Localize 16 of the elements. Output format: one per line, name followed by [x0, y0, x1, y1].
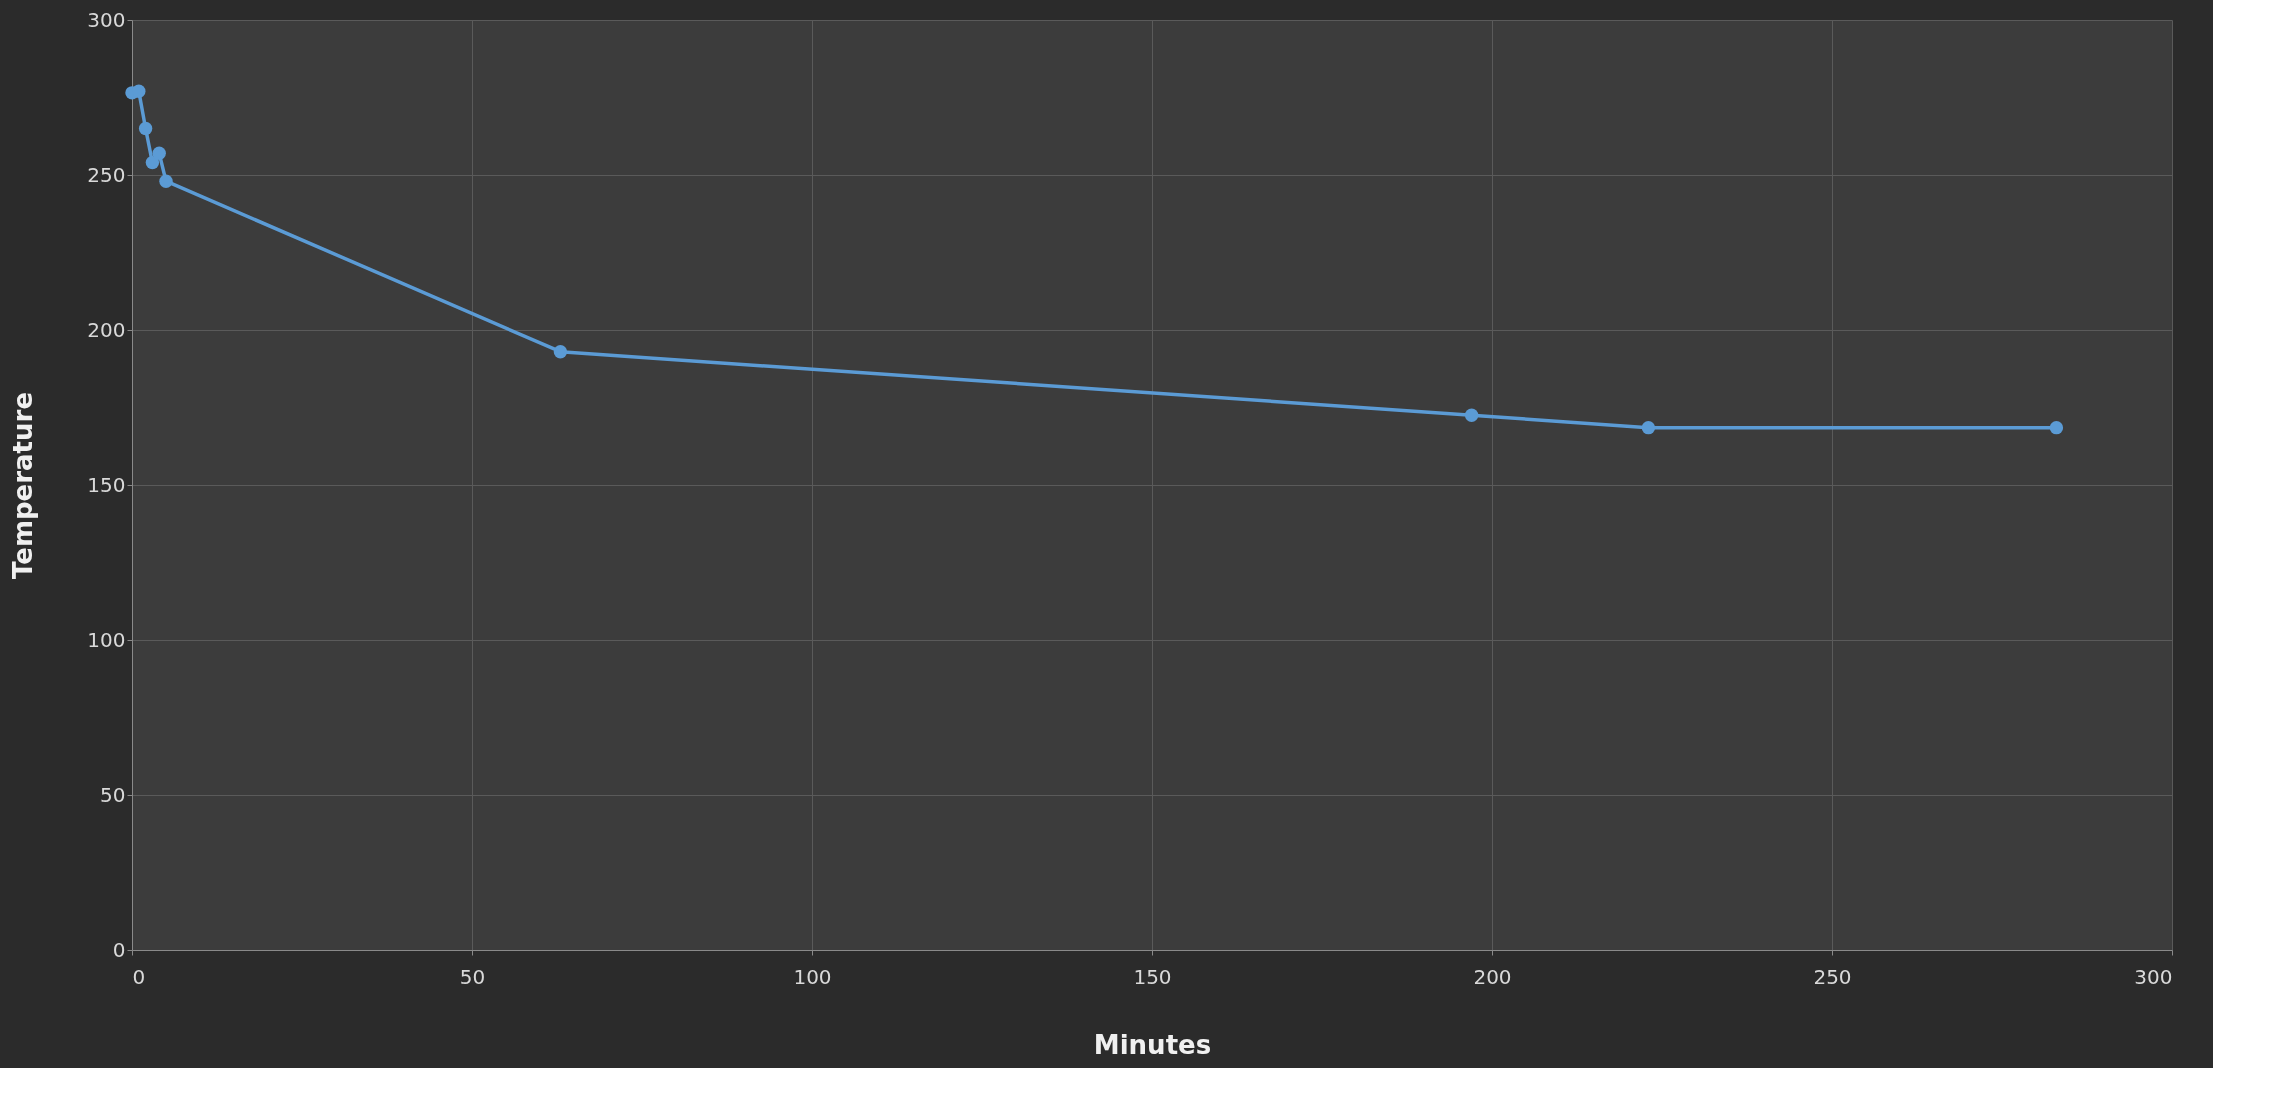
y-tick-label: 50 — [100, 782, 126, 807]
x-tick-label: 0 — [132, 964, 146, 989]
x-tick-label: 150 — [1133, 964, 1172, 989]
y-tick-label: 200 — [87, 317, 126, 342]
y-tick-label: 0 — [112, 937, 126, 962]
y-axis-title: Temperature — [8, 391, 39, 580]
x-tick-label: 300 — [2134, 964, 2173, 989]
y-tick-label: 150 — [87, 472, 126, 497]
x-tick-label: 50 — [459, 964, 486, 989]
x-tick-label: 100 — [793, 964, 832, 989]
x-tick-label: 250 — [1813, 964, 1852, 989]
x-tick-label: 200 — [1473, 964, 1512, 989]
y-tick-label: 300 — [87, 7, 126, 32]
x-axis-title: Minutes — [1093, 1029, 1212, 1060]
y-tick-label: 250 — [87, 162, 126, 187]
y-tick-label: 100 — [87, 627, 126, 652]
